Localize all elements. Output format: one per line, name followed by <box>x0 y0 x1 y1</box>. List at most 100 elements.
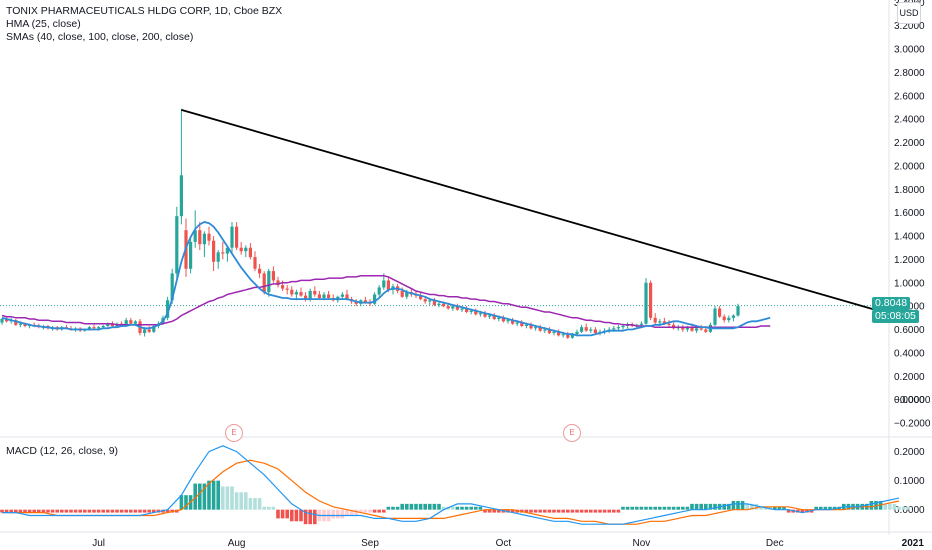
macd-legend: MACD (12, 26, close, 9) <box>6 445 119 457</box>
macd-histogram-bar <box>690 503 694 510</box>
macd-histogram-bar <box>359 509 363 513</box>
macd-y-tick-label: 0.0000 <box>894 505 925 516</box>
macd-histogram-bar <box>308 509 312 525</box>
y-tick-label: 2.2000 <box>894 138 925 149</box>
y-tick-label: 1.4000 <box>894 232 925 243</box>
macd-histogram-bar <box>119 509 124 513</box>
macd-histogram-bar <box>0 509 4 513</box>
sma-legend: SMAs (40, close, 100, close, 200, close) <box>6 31 194 43</box>
macd-histogram-bar <box>676 506 680 510</box>
macd-histogram-bar <box>409 503 414 510</box>
y-tick-label: 0.0000 <box>894 395 925 406</box>
candle-body <box>515 322 519 324</box>
macd-histogram-bar <box>428 503 432 510</box>
candle-body <box>152 326 156 332</box>
macd-histogram-bar <box>133 509 138 513</box>
macd-histogram-bar <box>83 509 87 513</box>
macd-histogram-bar <box>708 503 713 510</box>
candle-body <box>584 327 588 331</box>
earnings-event-icon[interactable]: E <box>225 424 243 442</box>
macd-histogram-bar <box>901 506 906 510</box>
macd-histogram-bar <box>46 509 50 513</box>
candle-body <box>455 306 459 310</box>
macd-histogram-bar <box>648 506 653 510</box>
y-tick-label: 0.4000 <box>894 348 925 359</box>
macd-histogram-bar <box>892 503 897 510</box>
macd-histogram-bar <box>152 509 156 513</box>
macd-histogram-bar <box>451 506 455 510</box>
candle-body <box>534 327 538 329</box>
macd-histogram-bar <box>106 509 110 513</box>
candle-body <box>713 308 717 325</box>
macd-histogram-bar <box>405 503 409 510</box>
macd-histogram-bar <box>819 506 823 510</box>
candle-body <box>506 320 510 322</box>
macd-histogram-bar <box>138 509 142 513</box>
macd-histogram-bar <box>681 506 685 510</box>
macd-histogram-bar <box>14 509 18 513</box>
candle-body <box>304 295 308 300</box>
symbol-title: TONIX PHARMACEUTICALS HLDG CORP, 1D, Cbo… <box>6 5 283 17</box>
candle-body <box>373 294 377 304</box>
candle-body <box>478 313 482 315</box>
macd-histogram-bar <box>492 509 496 513</box>
macd-histogram-bar <box>418 503 423 510</box>
macd-histogram-bar <box>658 506 662 510</box>
candle-body <box>216 252 220 262</box>
candle-body <box>731 315 735 318</box>
macd-histogram-bar <box>616 509 621 513</box>
currency-label: USD <box>899 8 919 18</box>
macd-histogram-bar <box>869 500 874 510</box>
macd-histogram-bar <box>828 506 832 510</box>
candle-body <box>313 290 317 295</box>
candle-body <box>432 300 436 305</box>
macd-histogram-bar <box>115 509 119 513</box>
macd-histogram-bar <box>345 509 349 516</box>
macd-histogram-bar <box>584 509 588 513</box>
macd-histogram-bar <box>4 509 9 513</box>
candle-body <box>281 285 285 289</box>
macd-histogram-bar <box>883 503 887 510</box>
candle-body <box>649 282 653 318</box>
candle-body <box>662 321 666 324</box>
macd-histogram-bar <box>142 509 147 513</box>
candle-body <box>18 323 22 325</box>
candle-body <box>580 327 584 332</box>
trendline <box>181 108 900 318</box>
y-tick-label: 0.2000 <box>894 372 925 383</box>
y-tick-label: −0.2000 <box>894 418 931 429</box>
candle-body <box>212 240 216 262</box>
currency-button[interactable]: USD <box>897 2 921 24</box>
candle-body <box>97 327 101 329</box>
macd-histogram-bar <box>69 509 73 513</box>
candle-body <box>267 271 271 293</box>
candle-body <box>248 247 252 258</box>
macd-histogram-bar <box>888 503 892 510</box>
earnings-event-icon[interactable]: E <box>563 424 581 442</box>
candle-body <box>488 315 492 317</box>
candle-body <box>405 292 409 297</box>
candle-body <box>616 327 620 329</box>
candle-body <box>575 331 579 335</box>
macd-histogram-bar <box>671 506 676 510</box>
candle-body <box>124 320 128 325</box>
candle-body <box>253 257 257 269</box>
candle-body <box>377 287 381 295</box>
macd-histogram-bar <box>363 509 368 513</box>
candle-body <box>258 268 262 274</box>
macd-histogram-bar <box>216 480 220 510</box>
candle-body <box>202 233 206 245</box>
macd-histogram-bar <box>469 506 473 510</box>
macd-histogram-bar <box>437 503 441 510</box>
candle-body <box>722 316 726 321</box>
candle-body <box>520 322 524 327</box>
macd-histogram-bar <box>547 509 552 513</box>
candle-body <box>285 288 289 290</box>
macd-histogram-bar <box>303 509 308 525</box>
macd-histogram-bar <box>193 483 197 510</box>
macd-histogram-bar <box>474 506 478 510</box>
macd-histogram-bar <box>179 495 184 510</box>
candle-body <box>189 241 193 269</box>
macd-histogram-bar <box>32 509 36 513</box>
